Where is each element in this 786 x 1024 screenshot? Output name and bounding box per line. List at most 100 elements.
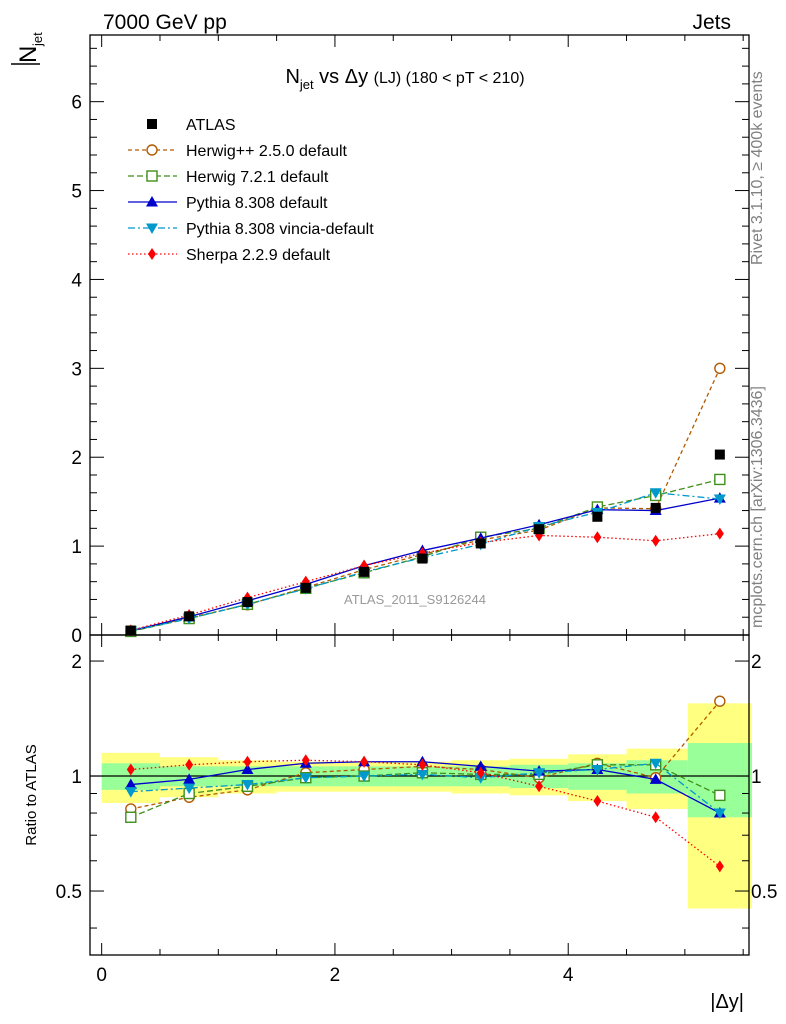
band-inner-10 <box>687 743 752 818</box>
data-point-10 <box>714 449 725 460</box>
legend-item-4: Sherpa 2.2.9 default <box>128 247 331 264</box>
title-sub: jet <box>299 77 314 92</box>
ratio-tick-label-right: 2 <box>751 652 762 673</box>
series-2-ratio-point-1 <box>183 773 196 784</box>
series-1-ratio-point-0 <box>125 811 137 823</box>
legend-marker-3 <box>146 223 158 234</box>
legend-marker-2 <box>146 196 158 207</box>
series-2-ratio-point-2 <box>241 763 254 775</box>
series-4-main-line <box>130 533 720 632</box>
x-axis-label: |Δy| <box>710 991 744 1013</box>
legend-label-2: Pythia 8.308 default <box>186 195 328 212</box>
series-1-main-point-10 <box>714 473 726 486</box>
series-4-main-point-8 <box>593 531 602 544</box>
ratio-tick-label: 0.5 <box>56 882 82 903</box>
series-3-ratio-point-1 <box>183 783 196 795</box>
y-tick-label: 6 <box>71 93 82 114</box>
series-4-ratio-point-10 <box>715 860 724 873</box>
series-4-ratio-point-8 <box>593 795 602 808</box>
y-tick-label: 1 <box>71 537 82 558</box>
side-label-bottom: mcplots.cern.ch [arXiv:1306.3436] <box>749 386 766 628</box>
series-0-ratio-point-10 <box>714 695 726 707</box>
ratio-frame <box>89 634 750 956</box>
series-4-ratio-point-5 <box>418 758 427 771</box>
header-right: Jets <box>692 11 731 34</box>
series-3-main-point-9 <box>649 488 662 499</box>
y-tick-label: 3 <box>71 359 82 380</box>
series-4-ratio-point-0 <box>126 763 135 776</box>
chart-title: Njet vs Δy (LJ) (180 < pT < 210) <box>285 66 524 92</box>
legend-marker-4 <box>148 248 156 260</box>
main-ylabel: N jet <box>11 32 45 65</box>
ratio-bands <box>90 703 752 909</box>
legend-item-1: Herwig 7.2.1 default <box>128 169 329 186</box>
data-point-5 <box>417 553 428 564</box>
data-point-7 <box>534 524 545 535</box>
series-0-main-point-10 <box>714 362 726 375</box>
legend-label-3: Pythia 8.308 vincia-default <box>186 221 374 238</box>
series-3-ratio-point-2 <box>241 780 254 791</box>
series-3-ratio-point-5 <box>416 769 429 781</box>
title-small: (LJ) <box>374 70 402 87</box>
data-point-0 <box>125 625 136 636</box>
series-2-ratio-point-9 <box>649 773 662 784</box>
ratio-tick-label-right: 0.5 <box>751 882 777 903</box>
legend-marker-0 <box>146 144 158 156</box>
title-rest: vs Δy <box>314 66 374 88</box>
side-label-top: Rivet 3.1.10, ≥ 400k events <box>749 71 766 265</box>
series-3-ratio-point-10 <box>713 808 726 820</box>
x-tick-label: 4 <box>563 965 574 986</box>
ratio-ylabel: Ratio to ATLAS <box>23 744 40 845</box>
ratio-tick-label-right: 1 <box>751 767 762 788</box>
series-4-ratio-point-6 <box>476 766 485 779</box>
legend-marker-1 <box>146 170 158 182</box>
y-tick-label: 5 <box>71 182 82 203</box>
series-3-ratio-point-3 <box>299 773 312 784</box>
title-tail: (180 < pT < 210) <box>401 70 524 87</box>
data-point-8 <box>592 511 603 522</box>
series-4-ratio-point-3 <box>301 754 310 767</box>
legend-item-3: Pythia 8.308 vincia-default <box>128 221 374 238</box>
legend-item-atlas: ATLAS <box>147 117 236 134</box>
data-point-6 <box>475 538 486 549</box>
watermark: ATLAS_2011_S9126244 <box>344 592 486 607</box>
ratio-series <box>124 695 726 873</box>
main-series <box>124 362 726 638</box>
x-tick-label: 2 <box>330 965 341 986</box>
y-tick-label: 4 <box>71 270 82 291</box>
data-point-1 <box>184 611 195 622</box>
series-2-ratio-point-0 <box>124 778 137 790</box>
y-tick-label: 0 <box>71 626 82 647</box>
series-4-ratio-point-7 <box>535 780 544 793</box>
ratio-tick-label: 2 <box>71 652 82 673</box>
series-4-ratio-point-1 <box>185 758 194 771</box>
legend-marker-atlas <box>147 119 157 129</box>
series-3-ratio-point-4 <box>358 771 371 783</box>
series-3-ratio-point-0 <box>124 787 137 798</box>
main-ylabel-sub: jet <box>30 32 45 47</box>
ratio-tick-label: 1 <box>71 767 82 788</box>
legend-label-1: Herwig 7.2.1 default <box>186 169 329 186</box>
series-4-ratio-point-9 <box>651 811 660 824</box>
series-4-main-point-9 <box>651 534 660 547</box>
header-left: 7000 GeV pp <box>103 11 227 34</box>
series-4-ratio-point-4 <box>360 755 369 768</box>
axes: 0 2 4 0 1 2 3 4 5 6 0.5 0.5 1 1 2 2 <box>56 34 777 986</box>
series-3-main-point-10 <box>713 494 726 505</box>
x-tick-label: 0 <box>96 965 107 986</box>
series-4-ratio-point-2 <box>243 755 252 768</box>
y-tick-label: 2 <box>71 448 82 469</box>
legend: ATLAS Herwig++ 2.5.0 default Herwig 7.2.1 … <box>128 117 374 264</box>
series-3-ratio-point-9 <box>649 758 662 770</box>
series-4-main-point-10 <box>715 527 724 540</box>
main-ylabel-n: N <box>15 46 42 63</box>
series-4-ratio-line <box>130 759 721 867</box>
series-3-ratio-point-7 <box>533 768 546 779</box>
legend-label-0: Herwig++ 2.5.0 default <box>186 143 348 160</box>
series-3-ratio-point-8 <box>591 765 604 776</box>
series-2-ratio-point-6 <box>474 760 487 771</box>
series-1-ratio-point-10 <box>714 789 726 802</box>
data-point-9 <box>650 502 661 513</box>
title-main: N <box>285 66 299 88</box>
